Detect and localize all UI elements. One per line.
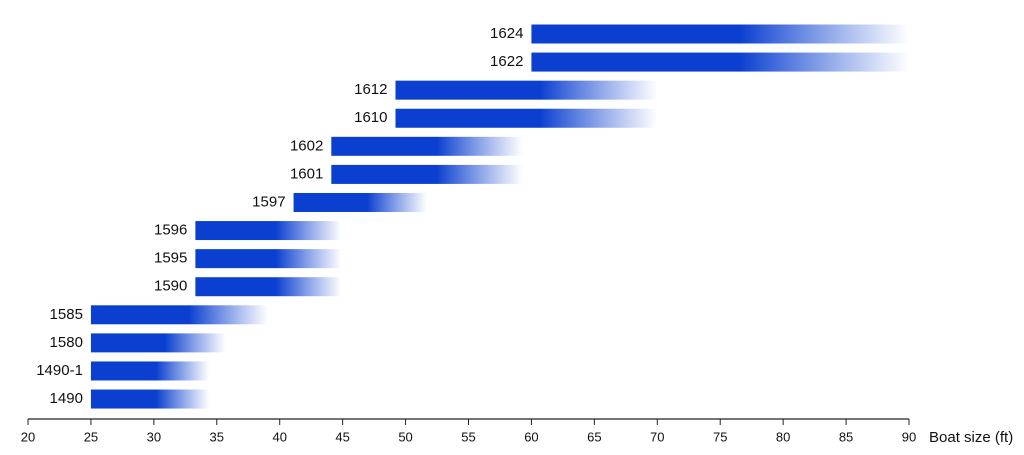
- x-tick-label: 55: [461, 429, 475, 444]
- x-tick-label: 65: [587, 429, 601, 444]
- bar: [331, 164, 523, 184]
- bar-label: 1601: [290, 165, 323, 182]
- bar-label: 1596: [154, 222, 187, 239]
- x-tick-label: 75: [713, 429, 727, 444]
- x-tick-label: 45: [335, 429, 349, 444]
- x-tick-label: 85: [839, 429, 853, 444]
- x-tick-label: 35: [210, 429, 224, 444]
- bar: [395, 108, 658, 128]
- bar-label: 1490: [50, 390, 83, 407]
- bar: [195, 277, 342, 297]
- bar-label: 1624: [490, 25, 523, 42]
- bar: [331, 136, 523, 156]
- bar-label: 1590: [154, 278, 187, 295]
- bar-label: 1602: [290, 137, 323, 154]
- bar-label: 1612: [354, 81, 387, 98]
- x-tick-label: 70: [650, 429, 664, 444]
- bar: [293, 192, 427, 212]
- bar-label: 1490-1: [36, 362, 83, 379]
- x-tick-label: 40: [272, 429, 286, 444]
- x-tick-label: 60: [524, 429, 538, 444]
- x-tick-label: 20: [21, 429, 35, 444]
- bar-label: 1610: [354, 109, 387, 126]
- bar: [395, 80, 658, 100]
- bar-label: 1597: [252, 193, 285, 210]
- bar: [195, 221, 342, 241]
- bar: [90, 333, 226, 353]
- bar: [90, 361, 210, 381]
- x-axis-label: Boat size (ft): [929, 429, 1013, 446]
- x-tick-label: 80: [776, 429, 790, 444]
- bar-label: 1585: [50, 306, 83, 323]
- bar: [531, 52, 909, 72]
- bar-label: 1595: [154, 250, 187, 267]
- bar: [531, 24, 909, 44]
- x-tick-label: 90: [902, 429, 916, 444]
- bar-label: 1622: [490, 53, 523, 70]
- x-tick-label: 30: [147, 429, 161, 444]
- bar: [90, 305, 269, 325]
- x-tick-label: 25: [84, 429, 98, 444]
- x-tick-label: 50: [398, 429, 412, 444]
- bar-label: 1580: [50, 334, 83, 351]
- bar: [90, 389, 210, 409]
- bar: [195, 249, 342, 269]
